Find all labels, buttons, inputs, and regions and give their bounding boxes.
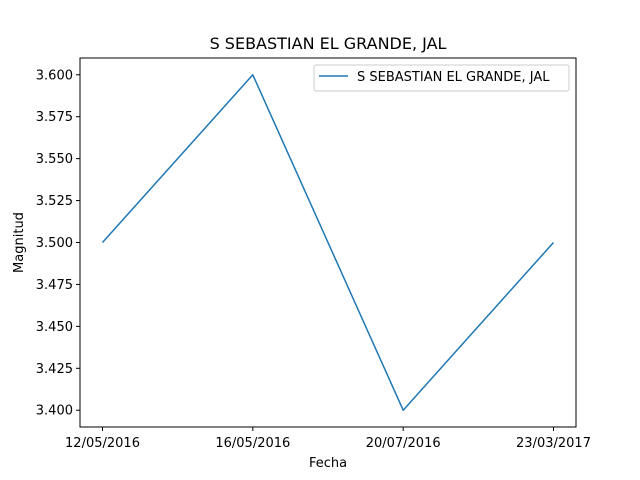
legend-label: S SEBASTIAN EL GRANDE, JAL [357, 70, 550, 85]
y-tick-label: 3.475 [36, 278, 73, 293]
x-axis-ticks: 12/05/2016 16/05/2016 20/07/2016 23/03/2017 [65, 427, 591, 451]
x-tick-label: 12/05/2016 [65, 436, 140, 451]
y-tick-label: 3.425 [36, 362, 73, 377]
x-axis-label: Fecha [309, 456, 347, 471]
x-tick-label: 23/03/2017 [516, 436, 591, 451]
x-tick-label: 20/07/2016 [366, 436, 441, 451]
y-tick-label: 3.600 [36, 68, 73, 83]
plot-frame [79, 57, 577, 428]
y-tick-label: 3.525 [36, 194, 73, 209]
legend: S SEBASTIAN EL GRANDE, JAL [313, 64, 570, 92]
y-axis-ticks: 3.400 3.425 3.450 3.475 3.500 3.525 3.550 3.575… [36, 68, 80, 419]
y-axis-label: Magnitud [12, 212, 27, 273]
y-tick-label: 3.400 [36, 404, 73, 419]
legend-box [313, 64, 570, 92]
series-layer [101, 74, 555, 411]
series-line [101, 74, 555, 411]
y-tick-label: 3.500 [36, 236, 73, 251]
chart-title: S SEBASTIAN EL GRANDE, JAL [210, 34, 447, 53]
x-tick-label: 16/05/2016 [215, 436, 290, 451]
y-tick-label: 3.550 [36, 152, 73, 167]
y-tick-label: 3.575 [36, 110, 73, 125]
y-tick-label: 3.450 [36, 320, 73, 335]
